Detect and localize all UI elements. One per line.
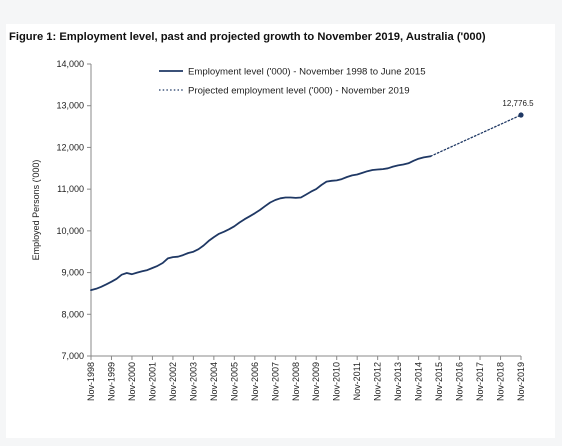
- y-tick-label: 9,000: [61, 268, 84, 278]
- y-tick-label: 8,000: [61, 309, 84, 319]
- projected-series-line: [430, 114, 522, 157]
- x-tick-label: Nov-2003: [188, 362, 198, 401]
- x-tick-label: Nov-2002: [168, 362, 178, 401]
- legend-projected-label: Projected employment level ('000) - Nove…: [188, 86, 410, 97]
- x-tick-label: Nov-2014: [414, 362, 424, 401]
- x-tick-label: Nov-2016: [455, 362, 465, 401]
- series-lines: [90, 114, 522, 292]
- chart-title: Figure 1: Employment level, past and pro…: [9, 31, 486, 43]
- y-tick-label: 14,000: [56, 59, 84, 69]
- x-tick-label: Nov-2018: [496, 362, 506, 401]
- axes: [87, 63, 522, 360]
- x-tick-label: Nov-2007: [270, 362, 280, 401]
- y-tick-label: 11,000: [57, 184, 84, 194]
- x-tick-label: Nov-2015: [434, 362, 444, 401]
- x-tick-label: Nov-2011: [352, 362, 362, 400]
- y-tick-label: 10,000: [56, 226, 84, 236]
- projection-endpoint-marker: [518, 112, 524, 118]
- legend-historical-label: Employment level ('000) - November 1998 …: [188, 67, 426, 78]
- x-tick-label: Nov-2000: [127, 362, 137, 401]
- x-tick-label: Nov-2009: [311, 362, 321, 401]
- x-tick-label: Nov-2017: [475, 362, 485, 401]
- chart-panel: [6, 24, 555, 438]
- x-tick-label: Nov-2013: [393, 362, 403, 401]
- y-tick-label: 13,000: [56, 101, 84, 111]
- x-tick-label: Nov-2010: [332, 362, 342, 401]
- tick-labels: 7,000 8,000 9,000 10,000 11,000 12,000 13,000 1…: [56, 59, 526, 401]
- y-tick-label: 7,000: [61, 351, 84, 361]
- x-tick-label: Nov-1999: [106, 362, 116, 401]
- x-tick-label: Nov-2019: [516, 362, 526, 401]
- x-tick-label: Nov-2005: [229, 362, 239, 401]
- projection-value-label: 12,776.5: [502, 99, 534, 108]
- x-tick-label: Nov-2006: [250, 362, 260, 401]
- annotations: 12,776.5: [502, 99, 534, 118]
- x-tick-label: Nov-2008: [291, 362, 301, 401]
- x-tick-label: Nov-2012: [373, 362, 383, 401]
- y-axis-label: Employed Persons ('000): [31, 160, 41, 261]
- x-tick-label: Nov-2004: [209, 362, 219, 401]
- x-tick-label: Nov-1998: [86, 362, 96, 401]
- y-tick-label: 12,000: [56, 142, 84, 152]
- historical-series-line: [90, 155, 432, 292]
- x-tick-label: Nov-2001: [147, 362, 157, 401]
- legend: Employment level ('000) - November 1998 …: [159, 67, 426, 97]
